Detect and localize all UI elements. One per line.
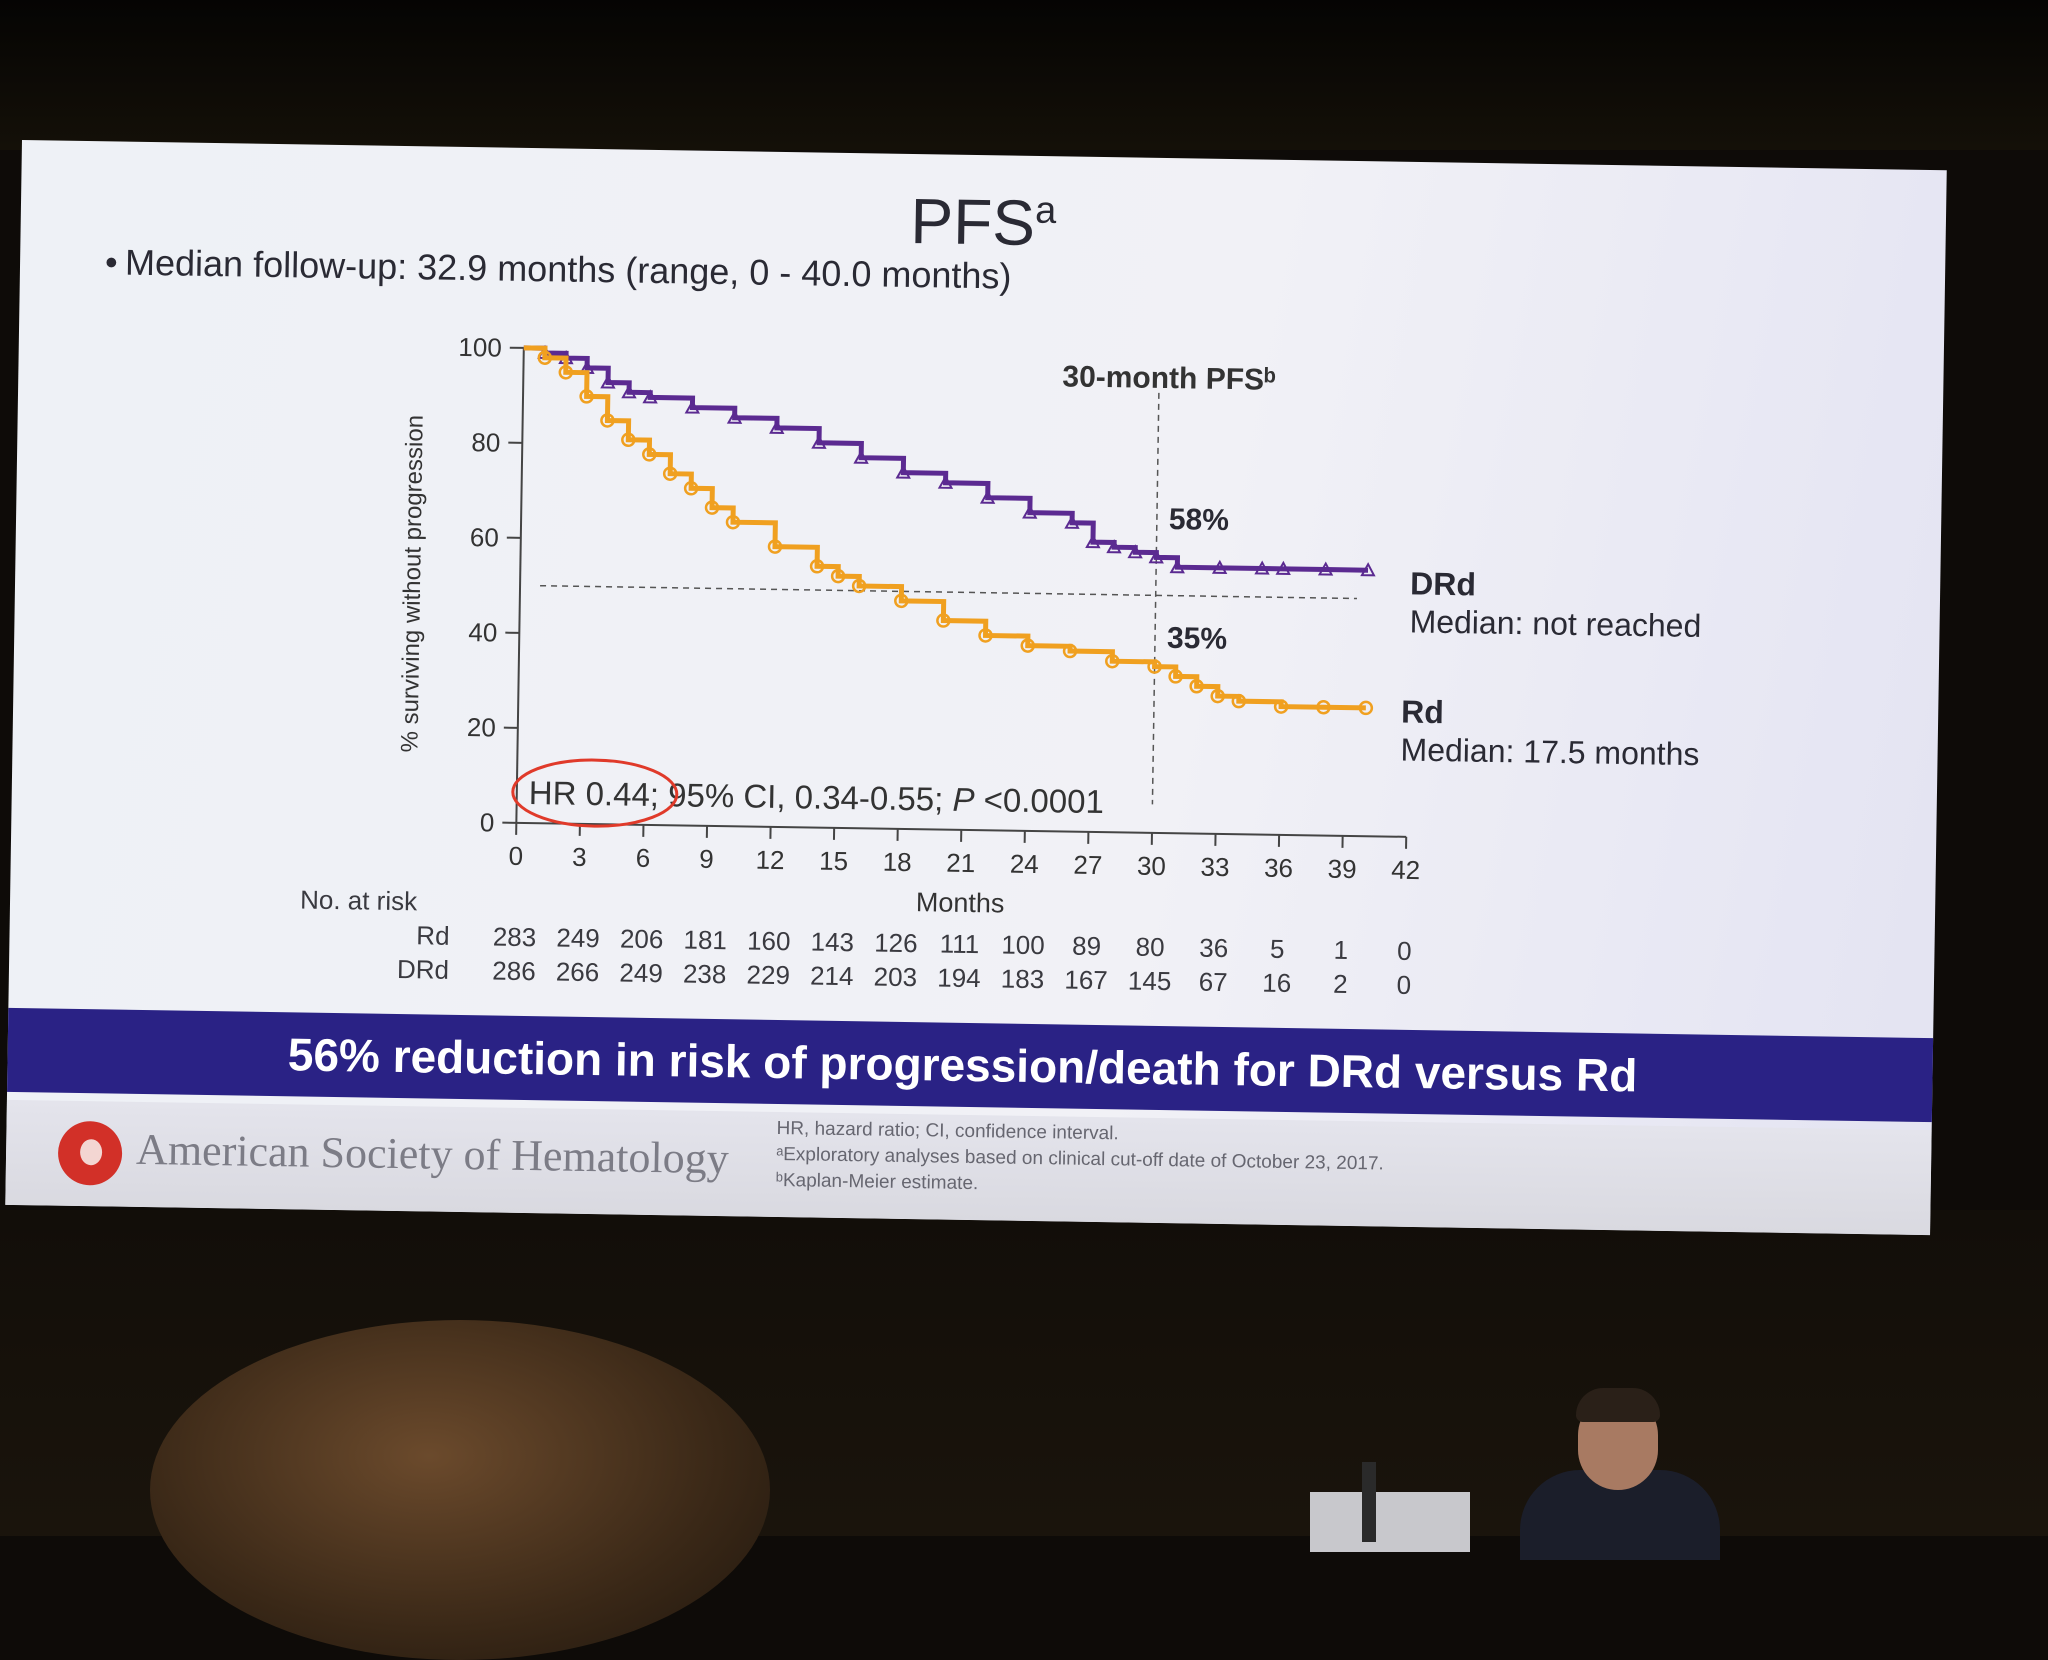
x-tick-label: 42 bbox=[1391, 855, 1420, 885]
risk-table-header: No. at risk bbox=[300, 884, 418, 917]
y-tick-label: 60 bbox=[470, 522, 499, 552]
x-axis-label: Months bbox=[916, 887, 1005, 918]
footnotes: HR, hazard ratio; CI, confidence interva… bbox=[776, 1116, 1385, 1204]
x-tick-label: 9 bbox=[699, 844, 714, 874]
risk-cell: 167 bbox=[1056, 964, 1116, 996]
room-background-top bbox=[0, 0, 2048, 150]
x-tick-label: 0 bbox=[508, 841, 523, 871]
risk-cell: 0 bbox=[1374, 935, 1434, 967]
x-tick-label: 18 bbox=[883, 847, 912, 877]
pfs30-header: 30-month PFSᵇ bbox=[1062, 360, 1276, 396]
hr-confidence-interval: ; 95% CI, 0.34-0.55; bbox=[650, 776, 953, 818]
x-tick-label: 39 bbox=[1327, 854, 1356, 884]
x-tick-label: 6 bbox=[635, 843, 650, 873]
x-tick-label: 30 bbox=[1137, 851, 1166, 881]
risk-cell: 80 bbox=[1120, 931, 1180, 963]
series-label-drd: DRd bbox=[1410, 565, 1476, 602]
x-tick-label: 36 bbox=[1264, 853, 1293, 883]
ash-logo-icon bbox=[58, 1121, 123, 1186]
x-tick-label: 33 bbox=[1200, 852, 1229, 882]
risk-cell: 100 bbox=[993, 929, 1053, 961]
risk-cell: 181 bbox=[675, 924, 735, 956]
risk-cell: 89 bbox=[1056, 930, 1116, 962]
median-reference-line bbox=[540, 586, 1357, 599]
risk-cell: 16 bbox=[1247, 967, 1307, 999]
y-tick-label: 80 bbox=[471, 427, 500, 457]
risk-cell: 145 bbox=[1119, 965, 1179, 997]
pfs30-value-drd: 58% bbox=[1169, 503, 1230, 537]
risk-cell: 36 bbox=[1183, 932, 1243, 964]
hr-p-value: <0.0001 bbox=[974, 781, 1104, 820]
audience-head bbox=[150, 1320, 770, 1660]
risk-cell: 2 bbox=[1310, 968, 1370, 1000]
pfs30-value-rd: 35% bbox=[1167, 622, 1228, 656]
risk-row-label: DRd bbox=[299, 952, 449, 985]
risk-cell: 283 bbox=[484, 921, 544, 953]
risk-cell: 206 bbox=[611, 923, 671, 955]
hr-value: HR 0.44 bbox=[529, 774, 651, 813]
x-tick-label: 12 bbox=[755, 845, 784, 875]
risk-cell: 203 bbox=[865, 961, 925, 993]
median-label-drd: Median: not reached bbox=[1409, 603, 1701, 644]
risk-cell: 214 bbox=[802, 960, 862, 992]
x-tick-label: 21 bbox=[946, 848, 975, 878]
y-tick-label: 40 bbox=[468, 617, 497, 647]
x-tick-label: 24 bbox=[1010, 849, 1039, 879]
median-label-rd: Median: 17.5 months bbox=[1400, 731, 1699, 772]
y-tick-label: 20 bbox=[467, 712, 496, 742]
x-tick-label: 15 bbox=[819, 846, 848, 876]
risk-cell: 183 bbox=[992, 963, 1052, 995]
risk-cell: 249 bbox=[611, 957, 671, 989]
risk-cell: 160 bbox=[739, 925, 799, 957]
risk-cell: 126 bbox=[866, 927, 926, 959]
organization-name: American Society of Hematology bbox=[136, 1124, 729, 1184]
risk-cell: 1 bbox=[1311, 934, 1371, 966]
risk-cell: 229 bbox=[738, 959, 798, 991]
risk-cell: 194 bbox=[929, 962, 989, 994]
risk-row-label: Rd bbox=[299, 918, 449, 951]
y-axis-label: % surviving without progression bbox=[396, 415, 428, 753]
x-tick-label: 27 bbox=[1073, 850, 1102, 880]
hr-p-label: P bbox=[952, 781, 975, 818]
hazard-ratio-text: HR 0.44; 95% CI, 0.34-0.55; P <0.0001 bbox=[529, 774, 1105, 820]
risk-cell: 143 bbox=[802, 926, 862, 958]
microphone-stand bbox=[1362, 1462, 1376, 1542]
y-tick-label: 0 bbox=[480, 807, 495, 837]
risk-cell: 266 bbox=[547, 956, 607, 988]
risk-cell: 286 bbox=[484, 955, 544, 987]
y-axis-line bbox=[516, 348, 523, 823]
month-30-reference-line bbox=[1152, 393, 1158, 804]
speaker-hair bbox=[1576, 1388, 1660, 1422]
risk-cell: 67 bbox=[1183, 966, 1243, 998]
podium-monitor bbox=[1310, 1492, 1470, 1552]
projected-slide: PFSa •Median follow-up: 32.9 months (ran… bbox=[5, 140, 1946, 1235]
risk-cell: 5 bbox=[1247, 933, 1307, 965]
y-tick-label: 100 bbox=[458, 332, 502, 363]
risk-cell: 0 bbox=[1374, 969, 1434, 1001]
series-label-rd: Rd bbox=[1401, 693, 1444, 730]
risk-cell: 249 bbox=[548, 922, 608, 954]
risk-cell: 238 bbox=[674, 958, 734, 990]
risk-cell: 111 bbox=[929, 928, 989, 960]
x-tick-label: 3 bbox=[572, 842, 587, 872]
